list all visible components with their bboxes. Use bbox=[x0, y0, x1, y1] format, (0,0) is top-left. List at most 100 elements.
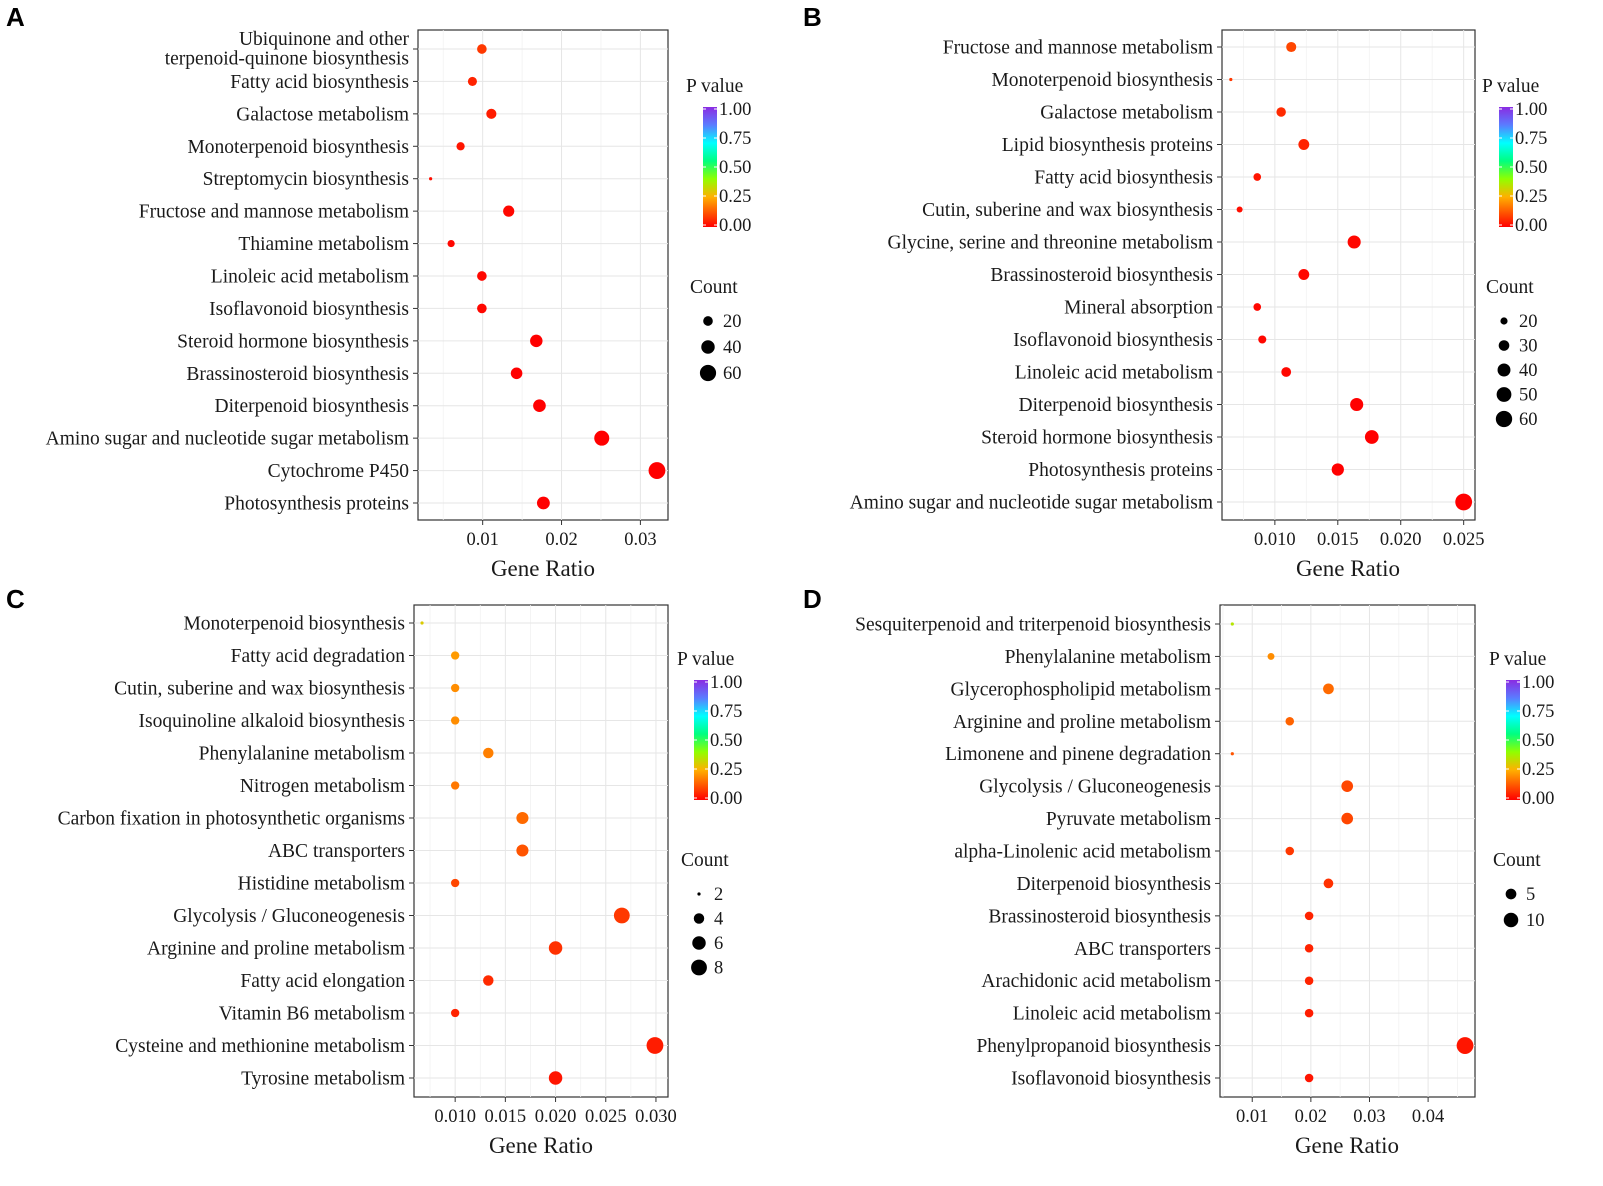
category-label: Isoquinoline alkaloid biosynthesis bbox=[139, 711, 405, 732]
panel-letter: B bbox=[803, 2, 822, 32]
data-point bbox=[1304, 1073, 1314, 1083]
category-label-line: Ubiquinone and other bbox=[239, 29, 410, 50]
p-legend-label: 0.50 bbox=[719, 158, 751, 178]
data-point bbox=[447, 239, 455, 248]
category-label: Cytochrome P450 bbox=[268, 461, 409, 482]
count-legend-dot bbox=[1496, 387, 1512, 402]
category-label: Brassinosteroid biosynthesis bbox=[988, 906, 1211, 927]
data-point bbox=[548, 941, 563, 955]
category-label: Diterpenoid biosynthesis bbox=[1017, 874, 1211, 895]
p-legend-label: 0.50 bbox=[1515, 158, 1547, 178]
panel-c: C Monoterpenoid biosynthesis Fatty acid d… bbox=[6, 584, 742, 1158]
data-point bbox=[1285, 846, 1295, 856]
count-legend: Count 5 10 bbox=[1493, 850, 1545, 931]
x-axis-title: Gene Ratio bbox=[491, 556, 595, 581]
data-point bbox=[1455, 493, 1473, 511]
category-label: Phenylalanine metabolism bbox=[1005, 647, 1211, 668]
count-legend-label: 5 bbox=[1526, 885, 1535, 905]
data-point bbox=[1304, 944, 1314, 953]
category-label: Amino sugar and nucleotide sugar metabol… bbox=[46, 429, 409, 450]
p-legend-title: P value bbox=[1482, 76, 1539, 97]
data-point bbox=[1276, 107, 1286, 117]
category-label: Fatty acid elongation bbox=[240, 971, 405, 992]
p-colorbar bbox=[694, 680, 708, 800]
category-label: Isoflavonoid biosynthesis bbox=[209, 299, 409, 320]
data-point bbox=[613, 907, 630, 924]
panel-letter: C bbox=[6, 584, 25, 614]
category-label: Monoterpenoid biosynthesis bbox=[187, 137, 409, 158]
x-axis-title: Gene Ratio bbox=[1296, 556, 1400, 581]
category-label: Fatty acid biosynthesis bbox=[1034, 168, 1213, 189]
data-point bbox=[450, 683, 460, 693]
data-point bbox=[1331, 463, 1344, 476]
data-points bbox=[1230, 622, 1474, 1083]
category-label: Diterpenoid biosynthesis bbox=[1019, 395, 1213, 416]
category-label: Arginine and proline metabolism bbox=[953, 712, 1211, 733]
category-label-line: terpenoid-quinone biosynthesis bbox=[165, 49, 409, 70]
category-label: Thiamine metabolism bbox=[238, 234, 409, 255]
category-label: Vitamin B6 metabolism bbox=[219, 1004, 405, 1025]
data-point bbox=[1347, 235, 1361, 249]
data-point bbox=[1341, 812, 1354, 825]
count-legend-dot bbox=[693, 913, 705, 924]
p-value-legend: P value 1.00 0.75 0.50 0.25 0.00 bbox=[1482, 76, 1547, 236]
p-legend-label: 0.25 bbox=[1522, 760, 1554, 780]
data-point bbox=[503, 205, 515, 217]
count-legend-dot bbox=[699, 364, 717, 382]
category-label: Arachidonic acid metabolism bbox=[981, 971, 1211, 992]
category-label: Nitrogen metabolism bbox=[240, 776, 405, 797]
count-legend-label: 60 bbox=[723, 364, 742, 384]
p-legend-label: 0.25 bbox=[1515, 187, 1547, 207]
p-legend-label: 1.00 bbox=[1522, 673, 1554, 693]
count-legend-label: 50 bbox=[1519, 386, 1538, 406]
data-point bbox=[483, 747, 494, 759]
data-point bbox=[450, 651, 460, 660]
data-point bbox=[1341, 780, 1354, 792]
data-point bbox=[516, 811, 529, 825]
data-point bbox=[516, 844, 529, 857]
data-point bbox=[594, 430, 610, 446]
data-point bbox=[1267, 652, 1275, 660]
grid bbox=[414, 605, 668, 1097]
p-legend-label: 0.75 bbox=[1522, 702, 1554, 722]
data-point bbox=[477, 271, 487, 281]
p-legend-label: 1.00 bbox=[719, 100, 751, 120]
count-legend-label: 2 bbox=[714, 885, 723, 905]
data-point bbox=[1258, 335, 1267, 344]
p-value-legend: P value 1.00 0.75 0.50 0.25 0.00 bbox=[686, 76, 751, 236]
p-value-legend: P value 1.00 0.75 0.50 0.25 0.00 bbox=[677, 649, 742, 809]
category-label: Monoterpenoid biosynthesis bbox=[183, 614, 405, 635]
count-legend-label: 10 bbox=[1526, 911, 1545, 931]
data-points bbox=[429, 44, 666, 510]
category-labels: Fructose and mannose metabolism Monoterpe… bbox=[850, 38, 1222, 514]
p-legend-label: 0.75 bbox=[710, 702, 742, 722]
data-point bbox=[1298, 139, 1310, 150]
category-label: ABC transporters bbox=[1074, 939, 1211, 960]
category-label: Phenylpropanoid biosynthesis bbox=[976, 1036, 1211, 1057]
count-legend-dot bbox=[1503, 912, 1519, 928]
data-point bbox=[1323, 683, 1334, 695]
plot-frame bbox=[417, 29, 669, 521]
data-point bbox=[1456, 1037, 1474, 1054]
count-legend-dot bbox=[1495, 410, 1513, 428]
p-colorbar bbox=[1506, 680, 1520, 800]
category-label: alpha-Linolenic acid metabolism bbox=[954, 842, 1211, 863]
x-axis-title: Gene Ratio bbox=[1295, 1133, 1399, 1158]
category-label: Amino sugar and nucleotide sugar metabol… bbox=[850, 493, 1213, 514]
p-legend-label: 0.75 bbox=[1515, 129, 1547, 149]
data-point bbox=[456, 142, 465, 151]
count-legend-label: 6 bbox=[714, 934, 723, 954]
count-legend-label: 20 bbox=[723, 312, 742, 332]
category-label: Sesquiterpenoid and triterpenoid biosynt… bbox=[855, 615, 1211, 636]
data-point bbox=[1350, 397, 1364, 412]
category-label: Glycolysis / Gluconeogenesis bbox=[173, 906, 405, 927]
category-label: Steroid hormone biosynthesis bbox=[177, 331, 409, 352]
category-label: Tyrosine metabolism bbox=[241, 1069, 405, 1090]
count-legend-dot bbox=[1498, 340, 1510, 351]
count-legend-dot bbox=[1497, 363, 1511, 377]
category-label: Limonene and pinene degradation bbox=[945, 744, 1211, 765]
x-tick-label: 0.010 bbox=[1254, 530, 1296, 550]
category-label: Cutin, suberine and wax biosynthesis bbox=[922, 200, 1213, 221]
category-label: Fatty acid degradation bbox=[231, 646, 406, 667]
